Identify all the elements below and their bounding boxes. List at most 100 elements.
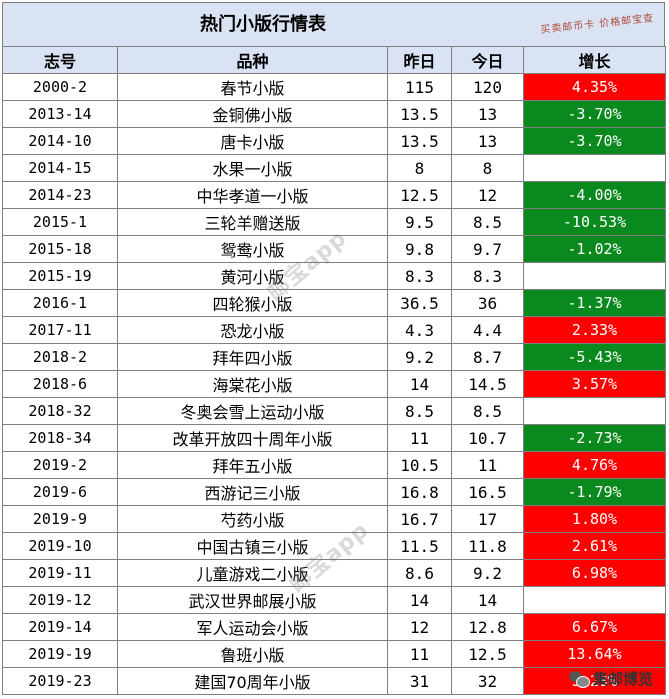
- footer-brand-label: 集邮博览: [592, 670, 653, 688]
- code-cell: 2018-2: [2, 343, 118, 371]
- change-cell: -10.53%: [523, 208, 666, 236]
- today-price-cell: 8.5: [451, 397, 524, 425]
- change-cell: 3.57%: [523, 370, 666, 398]
- today-price-cell: 8: [451, 154, 524, 182]
- change-cell: -1.02%: [523, 235, 666, 263]
- name-cell: 恐龙小版: [117, 316, 388, 344]
- name-cell: 中华孝道一小版: [117, 181, 388, 209]
- today-price-cell: 8.5: [451, 208, 524, 236]
- name-cell: 海棠花小版: [117, 370, 388, 398]
- table-row: 2019-14 军人运动会小版 12 12.8 6.67%: [2, 613, 666, 641]
- change-cell: 13.64%: [523, 640, 666, 668]
- table-row: 2016-1 四轮猴小版 36.5 36 -1.37%: [2, 289, 666, 317]
- today-price-cell: 36: [451, 289, 524, 317]
- today-price-cell: 12.5: [451, 640, 524, 668]
- yesterday-price-cell: 36.5: [387, 289, 452, 317]
- table-row: 2019-23 建国70周年小版 31 32 3.23%: [2, 667, 666, 695]
- yesterday-price-cell: 8.5: [387, 397, 452, 425]
- name-cell: 西游记三小版: [117, 478, 388, 506]
- code-cell: 2018-34: [2, 424, 118, 452]
- change-cell: 2.61%: [523, 532, 666, 560]
- code-cell: 2019-12: [2, 586, 118, 614]
- table-row: 2019-12 武汉世界邮展小版 14 14: [2, 586, 666, 614]
- code-cell: 2019-9: [2, 505, 118, 533]
- name-cell: 唐卡小版: [117, 127, 388, 155]
- code-cell: 2017-11: [2, 316, 118, 344]
- today-price-cell: 16.5: [451, 478, 524, 506]
- price-table: 志号 品种 昨日 今日 增长 2000-2 春节小版 115 120 4.35% 2013…: [2, 46, 666, 695]
- change-cell: -1.37%: [523, 289, 666, 317]
- name-cell: 鲁班小版: [117, 640, 388, 668]
- yesterday-price-cell: 9.2: [387, 343, 452, 371]
- code-cell: 2014-10: [2, 127, 118, 155]
- today-price-cell: 8.3: [451, 262, 524, 290]
- name-cell: 三轮羊赠送版: [117, 208, 388, 236]
- change-cell: -3.70%: [523, 100, 666, 128]
- name-cell: 改革开放四十周年小版: [117, 424, 388, 452]
- table-row: 2018-6 海棠花小版 14 14.5 3.57%: [2, 370, 666, 398]
- code-cell: 2015-18: [2, 235, 118, 263]
- yesterday-price-cell: 8: [387, 154, 452, 182]
- name-cell: 军人运动会小版: [117, 613, 388, 641]
- name-cell: 冬奥会雪上运动小版: [117, 397, 388, 425]
- name-cell: 武汉世界邮展小版: [117, 586, 388, 614]
- table-row: 2018-34 改革开放四十周年小版 11 10.7 -2.73%: [2, 424, 666, 452]
- code-cell: 2019-11: [2, 559, 118, 587]
- yesterday-price-cell: 14: [387, 586, 452, 614]
- change-cell: -5.43%: [523, 343, 666, 371]
- yesterday-price-cell: 9.8: [387, 235, 452, 263]
- code-cell: 2014-23: [2, 181, 118, 209]
- table-row: 2014-23 中华孝道一小版 12.5 12 -4.00%: [2, 181, 666, 209]
- change-cell: -3.70%: [523, 127, 666, 155]
- name-cell: 建国70周年小版: [117, 667, 388, 695]
- yesterday-price-cell: 4.3: [387, 316, 452, 344]
- yesterday-price-cell: 11: [387, 424, 452, 452]
- name-cell: 春节小版: [117, 73, 388, 101]
- title-bar: 热门小版行情表 买卖邮币卡 价格邮宝查: [2, 2, 665, 46]
- today-price-cell: 13: [451, 100, 524, 128]
- table-title: 热门小版行情表: [200, 14, 326, 35]
- change-cell: 2.33%: [523, 316, 666, 344]
- yesterday-price-cell: 11.5: [387, 532, 452, 560]
- today-price-cell: 4.4: [451, 316, 524, 344]
- name-cell: 拜年五小版: [117, 451, 388, 479]
- table-row: 2019-6 西游记三小版 16.8 16.5 -1.79%: [2, 478, 666, 506]
- yesterday-price-cell: 9.5: [387, 208, 452, 236]
- change-cell: [523, 262, 666, 290]
- change-cell: 6.67%: [523, 613, 666, 641]
- yesterday-price-cell: 8.6: [387, 559, 452, 587]
- footer-brand: 集邮博览: [568, 668, 653, 689]
- yesterday-price-cell: 14: [387, 370, 452, 398]
- table-row: 2014-10 唐卡小版 13.5 13 -3.70%: [2, 127, 666, 155]
- today-price-cell: 17: [451, 505, 524, 533]
- today-price-cell: 11: [451, 451, 524, 479]
- code-cell: 2019-23: [2, 667, 118, 695]
- table-row: 2019-11 儿童游戏二小版 8.6 9.2 6.98%: [2, 559, 666, 587]
- today-price-cell: 12: [451, 181, 524, 209]
- yesterday-price-cell: 16.7: [387, 505, 452, 533]
- yesterday-price-cell: 8.3: [387, 262, 452, 290]
- name-cell: 水果一小版: [117, 154, 388, 182]
- today-price-cell: 9.2: [451, 559, 524, 587]
- name-cell: 中国古镇三小版: [117, 532, 388, 560]
- yesterday-price-cell: 16.8: [387, 478, 452, 506]
- today-price-cell: 8.7: [451, 343, 524, 371]
- today-price-cell: 14.5: [451, 370, 524, 398]
- header-name: 品种: [117, 46, 388, 74]
- yesterday-price-cell: 31: [387, 667, 452, 695]
- yesterday-price-cell: 13.5: [387, 100, 452, 128]
- name-cell: 金铜佛小版: [117, 100, 388, 128]
- table-row: 2015-1 三轮羊赠送版 9.5 8.5 -10.53%: [2, 208, 666, 236]
- change-cell: [523, 586, 666, 614]
- code-cell: 2019-2: [2, 451, 118, 479]
- today-price-cell: 12.8: [451, 613, 524, 641]
- yesterday-price-cell: 12.5: [387, 181, 452, 209]
- table-row: 2013-14 金铜佛小版 13.5 13 -3.70%: [2, 100, 666, 128]
- header-today: 今日: [451, 46, 524, 74]
- table-row: 2018-32 冬奥会雪上运动小版 8.5 8.5: [2, 397, 666, 425]
- today-price-cell: 13: [451, 127, 524, 155]
- table-row: 2019-2 拜年五小版 10.5 11 4.76%: [2, 451, 666, 479]
- today-price-cell: 10.7: [451, 424, 524, 452]
- name-cell: 芍药小版: [117, 505, 388, 533]
